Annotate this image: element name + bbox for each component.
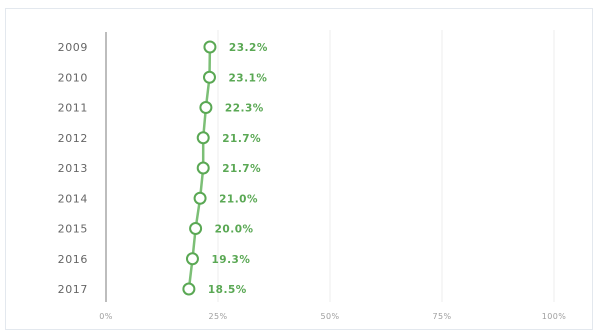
x-tick-label: 50% [321,312,340,321]
data-point [196,131,210,145]
data-point [196,161,210,175]
y-tick-label: 2016 [58,253,88,266]
y-tick-label: 2011 [58,102,88,115]
data-labels: 23.2% 23.1% 22.3% 21.7% 21.7% 21.0% 20.0% 19.3%… [208,42,268,296]
data-point [193,191,207,205]
data-label: 18.5% [208,284,247,296]
y-axis-labels: 2009 2010 2011 2012 2013 2014 2015 2016 2017 [58,41,88,296]
grid [217,30,555,302]
y-tick-label: 2014 [58,192,88,205]
x-axis-labels: 0% 25% 50% 75% 100% [99,312,566,321]
x-tick-label: 75% [433,312,452,321]
data-label: 23.1% [228,72,267,84]
data-point [185,252,199,266]
data-label: 21.7% [222,163,261,175]
chart-border [5,8,593,330]
data-point [203,40,217,54]
data-label: 20.0% [215,224,254,236]
y-tick-label: 2010 [58,71,88,84]
y-tick-label: 2017 [58,283,88,296]
y-tick-label: 2015 [58,223,88,236]
y-tick-label: 2009 [58,41,88,54]
data-label: 22.3% [225,103,264,115]
data-point [189,222,203,235]
data-point [182,282,196,296]
x-tick-label: 25% [209,312,228,321]
y-tick-label: 2013 [58,162,88,175]
data-label: 23.2% [229,42,268,54]
data-label: 21.7% [222,133,261,145]
data-points [182,40,217,296]
x-tick-label: 0% [99,312,113,321]
data-point [199,101,213,114]
data-point [202,70,216,84]
data-label: 21.0% [219,193,258,205]
x-tick-label: 100% [542,312,566,321]
y-tick-label: 2012 [58,132,88,145]
data-label: 19.3% [211,254,250,266]
